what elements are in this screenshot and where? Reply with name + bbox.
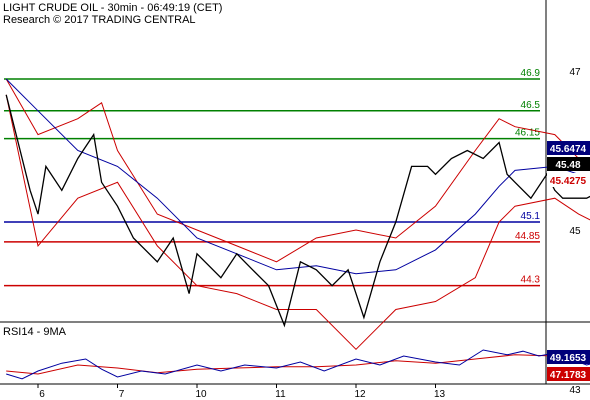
rsi-last-label: 49.1653 bbox=[550, 353, 587, 364]
level-label-46.9: 46.9 bbox=[521, 68, 541, 79]
y-tick-47: 47 bbox=[569, 67, 581, 78]
upper-band-last-label: 45.6474 bbox=[550, 144, 587, 155]
last-price-label: 45.48 bbox=[555, 160, 580, 171]
rsi-ma-last-label: 47.1783 bbox=[550, 370, 587, 381]
level-label-44.3: 44.3 bbox=[521, 275, 541, 286]
x-tick-12: 12 bbox=[354, 389, 366, 400]
last-value-boxes: 45.6474 45.48 45.4275 bbox=[547, 141, 590, 187]
y-tick-45: 45 bbox=[569, 226, 581, 237]
level-label-46.15: 46.15 bbox=[515, 128, 540, 139]
copyright-text: Research © 2017 TRADING CENTRAL bbox=[3, 14, 196, 26]
price-line bbox=[5, 94, 590, 328]
last-price-label-box bbox=[547, 157, 590, 171]
rsi-panel: 49.1653 47.1783 bbox=[6, 349, 590, 381]
level-label-46.5: 46.5 bbox=[521, 100, 541, 111]
x-tick-13: 13 bbox=[434, 389, 446, 400]
rsi-title: RSI14 - 9MA bbox=[3, 326, 66, 338]
rsi-last-label-box bbox=[547, 350, 590, 364]
x-tick-10: 10 bbox=[195, 389, 207, 400]
y-axis-ticks: 47 45 43 bbox=[569, 67, 581, 396]
upper-band-line bbox=[5, 78, 590, 263]
x-tick-11: 11 bbox=[275, 389, 286, 400]
rsi-line bbox=[6, 349, 590, 380]
lower-band-line bbox=[5, 94, 590, 351]
level-label-44.85: 44.85 bbox=[515, 231, 540, 242]
level-label-45.1: 45.1 bbox=[521, 211, 541, 222]
horizontal-levels: 46.9 46.5 46.15 45.1 44.85 44.3 bbox=[4, 68, 541, 287]
lower-band-last-label: 45.4275 bbox=[550, 176, 587, 187]
upper-band-last-label-box bbox=[547, 141, 590, 155]
x-axis-ticks: 6 7 10 11 12 13 bbox=[37, 384, 446, 400]
x-tick-6: 6 bbox=[39, 389, 45, 400]
y-tick-43: 43 bbox=[569, 385, 581, 396]
bollinger-bands bbox=[5, 78, 590, 351]
lower-band-last-label-box bbox=[547, 173, 590, 187]
x-tick-7: 7 bbox=[119, 389, 125, 400]
chart-title: LIGHT CRUDE OIL - 30min - 06:49:19 (CET) bbox=[3, 2, 223, 14]
rsi-ma-last-label-box bbox=[547, 367, 590, 381]
price-series bbox=[5, 94, 590, 328]
